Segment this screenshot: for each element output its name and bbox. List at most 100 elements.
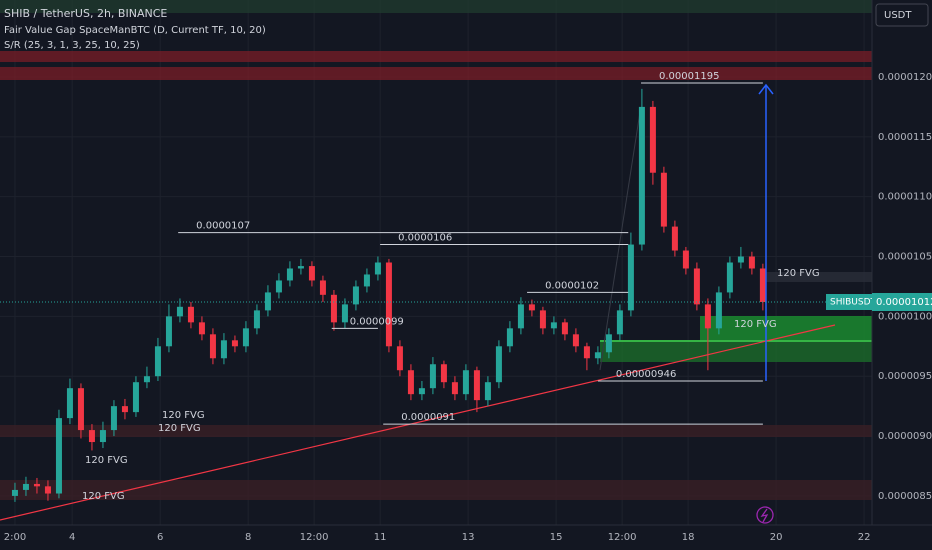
x-tick-label: 6 xyxy=(157,532,163,543)
zone xyxy=(0,51,872,62)
level-label: 0.00001195 xyxy=(659,71,719,82)
candle-body xyxy=(649,106,656,173)
candle-body xyxy=(539,310,546,329)
candle-body xyxy=(517,304,524,329)
x-tick-label: 22 xyxy=(858,532,871,543)
x-tick-label: 18 xyxy=(682,532,695,543)
candle-body xyxy=(264,292,271,311)
candle-body xyxy=(726,262,733,293)
candle-body xyxy=(341,304,348,323)
level-label: 0.0000107 xyxy=(196,221,250,232)
x-tick-label: 20 xyxy=(770,532,783,543)
last-price-label: 0.00001012 xyxy=(876,297,932,308)
candle-body xyxy=(495,346,502,383)
candle-body xyxy=(638,106,645,245)
candle-body xyxy=(132,382,139,413)
candle-body xyxy=(165,316,172,347)
x-tick-label: 11 xyxy=(374,532,387,543)
candle-body xyxy=(704,304,711,329)
currency[interactable]: USDT xyxy=(884,10,912,21)
x-tick-label: 12:00 xyxy=(608,532,637,543)
candle-body xyxy=(748,256,755,269)
candles xyxy=(11,88,766,502)
icon xyxy=(760,508,769,523)
candle-body xyxy=(77,388,84,431)
zone xyxy=(600,340,872,362)
candle-body xyxy=(594,352,601,359)
candle-body xyxy=(561,322,568,335)
candle-body xyxy=(99,430,106,443)
candle-body xyxy=(198,322,205,335)
level-label: 0.00000946 xyxy=(616,369,676,380)
trend-line xyxy=(0,324,836,521)
candle-body xyxy=(528,304,535,311)
chart-title: SHIB / TetherUS, 2h, BINANCE xyxy=(4,7,167,20)
candle-body xyxy=(286,268,293,281)
x-tick-label: 4 xyxy=(69,532,75,543)
candle-body xyxy=(33,483,40,487)
levels: 0.0000107 0.0000106 0.0000102 0.00001195 0.0… xyxy=(178,71,763,425)
candle-body xyxy=(330,294,337,323)
candle-body xyxy=(88,430,95,443)
candle-body xyxy=(176,306,183,317)
zone xyxy=(765,272,872,282)
candle-body xyxy=(110,406,117,431)
candle-body xyxy=(715,292,722,329)
candle-body xyxy=(473,370,480,401)
symbol-tag xyxy=(826,294,872,311)
candle-body xyxy=(616,310,623,335)
indicator[interactable]: S/R (25, 3, 1, 3, 25, 10, 25) xyxy=(4,40,140,51)
fvg-label: 120 FVG xyxy=(85,455,128,466)
candle-body xyxy=(451,382,458,395)
x-tick-label: 15 xyxy=(550,532,563,543)
candle-body xyxy=(671,226,678,251)
zone xyxy=(0,0,872,13)
level-label: 0.0000102 xyxy=(545,280,599,291)
symbol-label: SHIBUSDT xyxy=(830,298,877,308)
candle-body xyxy=(121,406,128,413)
candle-body xyxy=(154,346,161,377)
arrow-head xyxy=(758,83,774,95)
zone xyxy=(0,67,872,80)
currency-button[interactable] xyxy=(875,3,929,27)
fvg-label: 120 FVG xyxy=(158,423,201,434)
candle-body xyxy=(143,376,150,383)
candle-body xyxy=(22,483,29,490)
zone xyxy=(0,480,872,500)
candle-body xyxy=(253,310,260,329)
price-tag xyxy=(872,293,932,312)
candle-body xyxy=(319,280,326,295)
candle-body xyxy=(231,340,238,347)
fvg-label: 120 FVG xyxy=(82,491,125,502)
candle-body xyxy=(55,418,62,494)
x-tick-label: 12:00 xyxy=(300,532,329,543)
candle-body xyxy=(484,382,491,401)
candle-body xyxy=(209,334,216,359)
candle-body xyxy=(429,364,436,389)
fvg-label: 120 FVG xyxy=(734,319,777,330)
candle-body xyxy=(187,306,194,323)
candle-body xyxy=(242,328,249,347)
zone xyxy=(0,425,872,437)
icon[interactable] xyxy=(756,506,774,524)
level-label: 0.0000106 xyxy=(398,233,452,244)
candle-body xyxy=(693,268,700,305)
level-label: 0.0000099 xyxy=(350,316,404,327)
indicator[interactable]: Fair Value Gap SpaceManBTC (D, Current T… xyxy=(4,25,266,36)
candle-body xyxy=(462,370,469,395)
candle-body xyxy=(737,256,744,263)
candle-body xyxy=(605,334,612,353)
last-price: SHIBUSDT 0.00001012 xyxy=(0,293,932,312)
x-tick-label: 2:00 xyxy=(4,532,26,543)
candle-body xyxy=(11,489,18,496)
trend-line xyxy=(599,111,641,371)
candle-body xyxy=(385,262,392,347)
candle-body xyxy=(660,172,667,227)
y-tick-label: 0.00000850 xyxy=(878,491,932,502)
candle-body xyxy=(440,364,447,383)
